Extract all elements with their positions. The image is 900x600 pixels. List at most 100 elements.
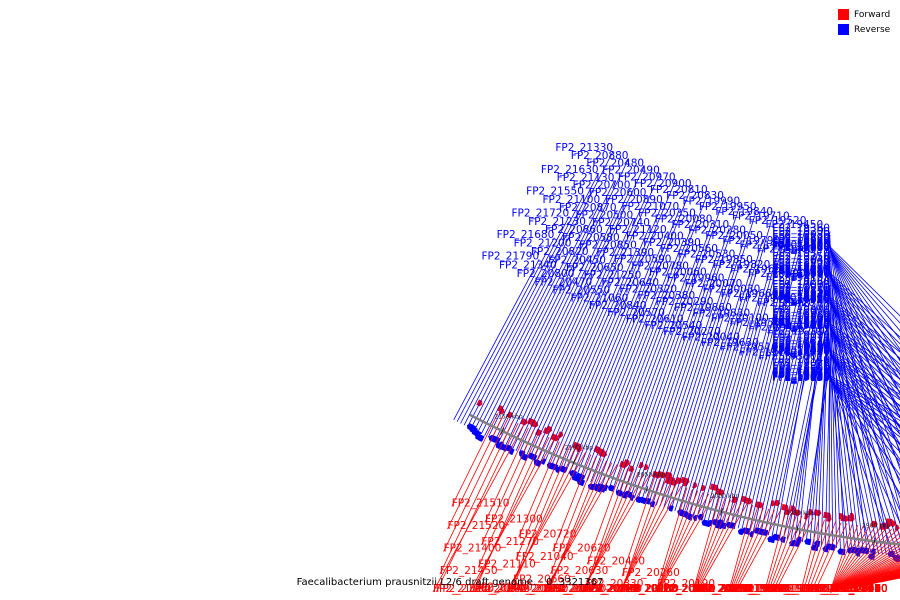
gene-label: FP2_21260 [436, 583, 494, 595]
gene-label: FP2_19810 [697, 583, 755, 595]
gene-label: FP2_21160 [433, 583, 491, 595]
label-connector [829, 298, 900, 359]
gene-label: FP2_17560 [772, 242, 830, 254]
gene-label: FP2_18600 [772, 262, 830, 274]
label-connector [463, 194, 585, 426]
label-connector [829, 323, 900, 553]
gene-label: FP2_19460 [757, 244, 815, 256]
label-connector [583, 285, 660, 480]
label-connector [692, 496, 720, 593]
label-connector [581, 473, 645, 593]
gene-label: FP2_19560 [803, 583, 861, 595]
gene-label: FP2_18420 [772, 289, 830, 301]
label-connector [829, 326, 900, 386]
gene-label: FP2_18310 [772, 292, 830, 304]
gene-label: FP2_17930 [772, 346, 830, 358]
gene-label: FP2_20550 [552, 285, 610, 297]
gene-label: FP2_20280 [688, 225, 746, 237]
gene-label: FP2_20860 [545, 224, 603, 236]
label-connector [829, 380, 900, 445]
gene-label: FP2_19250 [772, 251, 830, 263]
label-connector [829, 380, 900, 438]
label-connector [620, 480, 666, 593]
label-connector [487, 180, 615, 438]
gene-label: FP2_19120 [830, 583, 888, 595]
gene-label: FP2_18550 [772, 364, 830, 376]
gene-label: FP2_18400 [772, 316, 830, 328]
label-connector [506, 452, 586, 593]
gene-label: FP2_18530 [830, 583, 888, 595]
label-connector [693, 499, 731, 593]
label-connector [700, 267, 771, 519]
gene-label: FP2_20040 [682, 332, 740, 344]
label-connector [829, 250, 900, 350]
label-connector [779, 359, 817, 538]
gene-label: FP2_20230 [694, 583, 752, 595]
label-connector [554, 180, 676, 469]
gene-label: FP2_19930 [766, 583, 824, 595]
gene-label: FP2_17250 [772, 264, 830, 276]
gene-label: FP2_20320 [619, 284, 677, 296]
tick-label: 2150 kbp [494, 414, 522, 421]
label-connector [741, 301, 797, 530]
gene-label: FP2_17670 [830, 583, 888, 595]
gene-label: FP2_18590 [830, 583, 888, 595]
gene-label: FP2_17270 [772, 367, 830, 379]
label-connector [726, 248, 798, 526]
label-connector [581, 475, 650, 593]
gene-label: FP2_18810 [830, 583, 888, 595]
gene-label: FP2_19220 [830, 583, 888, 595]
label-connector [623, 322, 684, 495]
label-connector [829, 529, 898, 593]
label-connector [644, 328, 703, 502]
gene-label: FP2_19480 [739, 293, 797, 305]
gene-label: FP2_20830 [666, 190, 724, 202]
label-connector [467, 172, 599, 428]
label-connector [829, 324, 900, 380]
gene-label: FP2_20330 [586, 578, 644, 590]
label-connector [565, 255, 655, 473]
label-connector [756, 355, 798, 533]
label-connector [767, 281, 824, 536]
label-connector [474, 434, 545, 591]
gene-label: FP2_20840 [589, 300, 647, 312]
reverse-swatch-icon [838, 24, 849, 35]
label-connector [829, 328, 900, 418]
label-connector [471, 437, 550, 593]
gene-label: FP2_20340 [583, 583, 641, 595]
gene-label: FP2_19270 [772, 301, 830, 313]
label-connector [585, 468, 629, 588]
gene-label: FP2_18790 [830, 583, 888, 595]
label-connector [558, 301, 629, 470]
gene-label: FP2_18370 [772, 368, 830, 380]
label-connector [829, 351, 900, 401]
label-connector [829, 377, 900, 422]
gene-label: FP2_20210 [693, 583, 751, 595]
gene-label: FP2_20120 [657, 583, 715, 595]
gene-label: FP2_18860 [772, 310, 830, 322]
label-connector [829, 547, 900, 593]
gene-label: FP2_20590 [614, 254, 672, 266]
label-connector [612, 245, 702, 491]
gene-label: FP2_18130 [772, 241, 830, 253]
gene-label: FP2_17410 [772, 345, 830, 357]
label-connector [711, 345, 760, 522]
gene-label: FP2_21330 [555, 142, 613, 154]
genome-backbone-arc [469, 413, 900, 546]
gene-label: FP2_18290 [772, 241, 830, 253]
label-connector [829, 524, 859, 593]
label-connector [667, 334, 722, 509]
label-connector [439, 420, 514, 575]
label-connector [685, 214, 774, 515]
gene-label: FP2_20600 [589, 187, 647, 199]
forward-gene-feature [744, 497, 753, 505]
label-connector [579, 308, 647, 479]
gene-label: FP2_18430 [772, 315, 830, 327]
gene-label: FP2_21790 [481, 250, 539, 262]
tick-mark [796, 524, 799, 533]
label-connector [505, 210, 617, 447]
gene-label: FP2_19800 [736, 583, 794, 595]
label-connector [597, 192, 709, 486]
gene-label: FP2_19720 [734, 583, 792, 595]
